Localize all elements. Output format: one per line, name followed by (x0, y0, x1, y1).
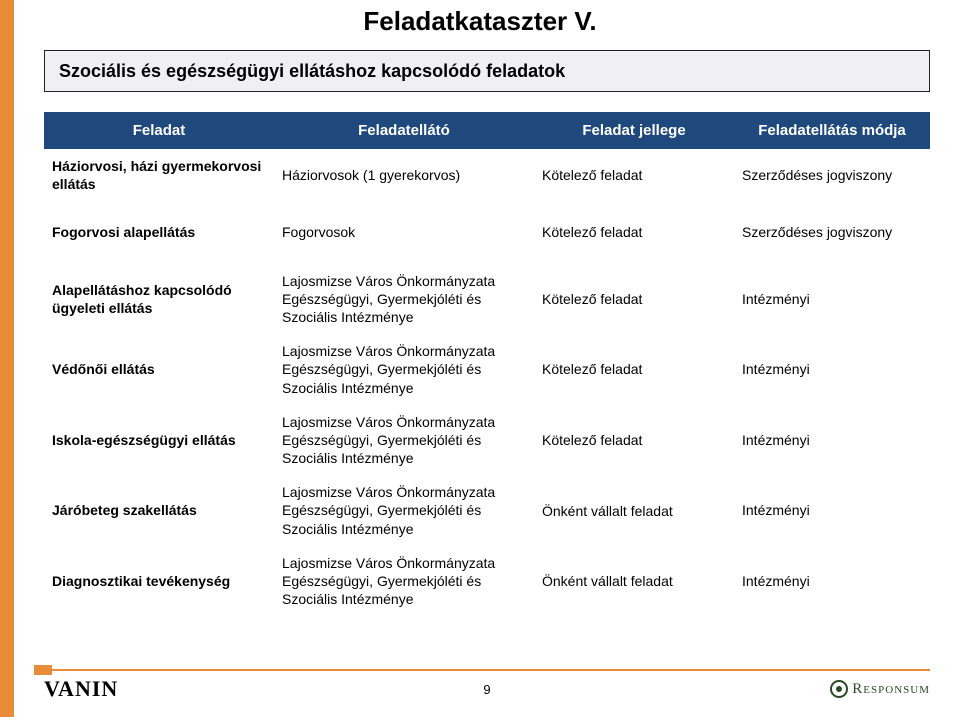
cell-feladat: Iskola-egészségügyi ellátás (44, 405, 274, 476)
cell-jellege: Kötelező feladat (534, 215, 734, 249)
cell-ellato: Fogorvosok (274, 215, 534, 249)
task-table: Feladat Feladatellátó Feladat jellege Fe… (44, 112, 930, 616)
cell-jellege: Önként vállalt feladat (534, 546, 734, 617)
cell-ellato: Lajosmizse Város Önkormányzata Egészségü… (274, 405, 534, 476)
cell-modja: Intézményi (734, 264, 930, 335)
left-accent-bar (0, 0, 14, 717)
cell-modja: Intézményi (734, 475, 930, 546)
table-body: Háziorvosi, házi gyermekorvosi ellátásHá… (44, 149, 930, 616)
cell-jellege: Kötelező feladat (534, 149, 734, 201)
cell-feladat: Védőnői ellátás (44, 334, 274, 405)
cell-modja: Szerződéses jogviszony (734, 215, 930, 249)
cell-ellato: Lajosmizse Város Önkormányzata Egészségü… (274, 475, 534, 546)
table-row: Iskola-egészségügyi ellátásLajosmizse Vá… (44, 405, 930, 476)
col-header-ellato: Feladatellátó (274, 112, 534, 149)
cell-ellato: Lajosmizse Város Önkormányzata Egészségü… (274, 264, 534, 335)
cell-modja: Intézményi (734, 405, 930, 476)
cell-modja: Intézményi (734, 546, 930, 617)
table-row: Diagnosztikai tevékenységLajosmizse Váro… (44, 546, 930, 617)
table-row: Járóbeteg szakellátásLajosmizse Város Ön… (44, 475, 930, 546)
cell-modja: Szerződéses jogviszony (734, 149, 930, 201)
cell-ellato: Háziorvosok (1 gyerekorvos) (274, 149, 534, 201)
cell-feladat: Járóbeteg szakellátás (44, 475, 274, 546)
cell-ellato: Lajosmizse Város Önkormányzata Egészségü… (274, 334, 534, 405)
cell-jellege: Kötelező feladat (534, 405, 734, 476)
subtitle-bar: Szociális és egészségügyi ellátáshoz kap… (44, 50, 930, 92)
table-row: Alapellátáshoz kapcsolódó ügyeleti ellát… (44, 250, 930, 335)
cell-modja: Intézményi (734, 334, 930, 405)
col-header-jellege: Feladat jellege (534, 112, 734, 149)
table-row: Fogorvosi alapellátásFogorvosokKötelező … (44, 201, 930, 249)
page-number: 9 (44, 682, 930, 697)
cell-feladat: Diagnosztikai tevékenység (44, 546, 274, 617)
subtitle-text: Szociális és egészségügyi ellátáshoz kap… (59, 61, 565, 82)
cell-jellege: Önként vállalt feladat (534, 475, 734, 546)
cell-feladat: Fogorvosi alapellátás (44, 215, 274, 249)
cell-jellege: Kötelező feladat (534, 334, 734, 405)
cell-feladat: Alapellátáshoz kapcsolódó ügyeleti ellát… (44, 264, 274, 335)
table-row: Védőnői ellátásLajosmizse Város Önkormán… (44, 334, 930, 405)
cell-ellato: Lajosmizse Város Önkormányzata Egészségü… (274, 546, 534, 617)
cell-jellege: Kötelező feladat (534, 264, 734, 335)
footer: VANIN 9 Responsum (44, 669, 930, 707)
col-header-feladat: Feladat (44, 112, 274, 149)
table-header-row: Feladat Feladatellátó Feladat jellege Fe… (44, 112, 930, 149)
cell-feladat: Háziorvosi, házi gyermekorvosi ellátás (44, 149, 274, 201)
page-title: Feladatkataszter V. (0, 6, 960, 37)
col-header-modja: Feladatellátás módja (734, 112, 930, 149)
table-row: Háziorvosi, házi gyermekorvosi ellátásHá… (44, 149, 930, 201)
